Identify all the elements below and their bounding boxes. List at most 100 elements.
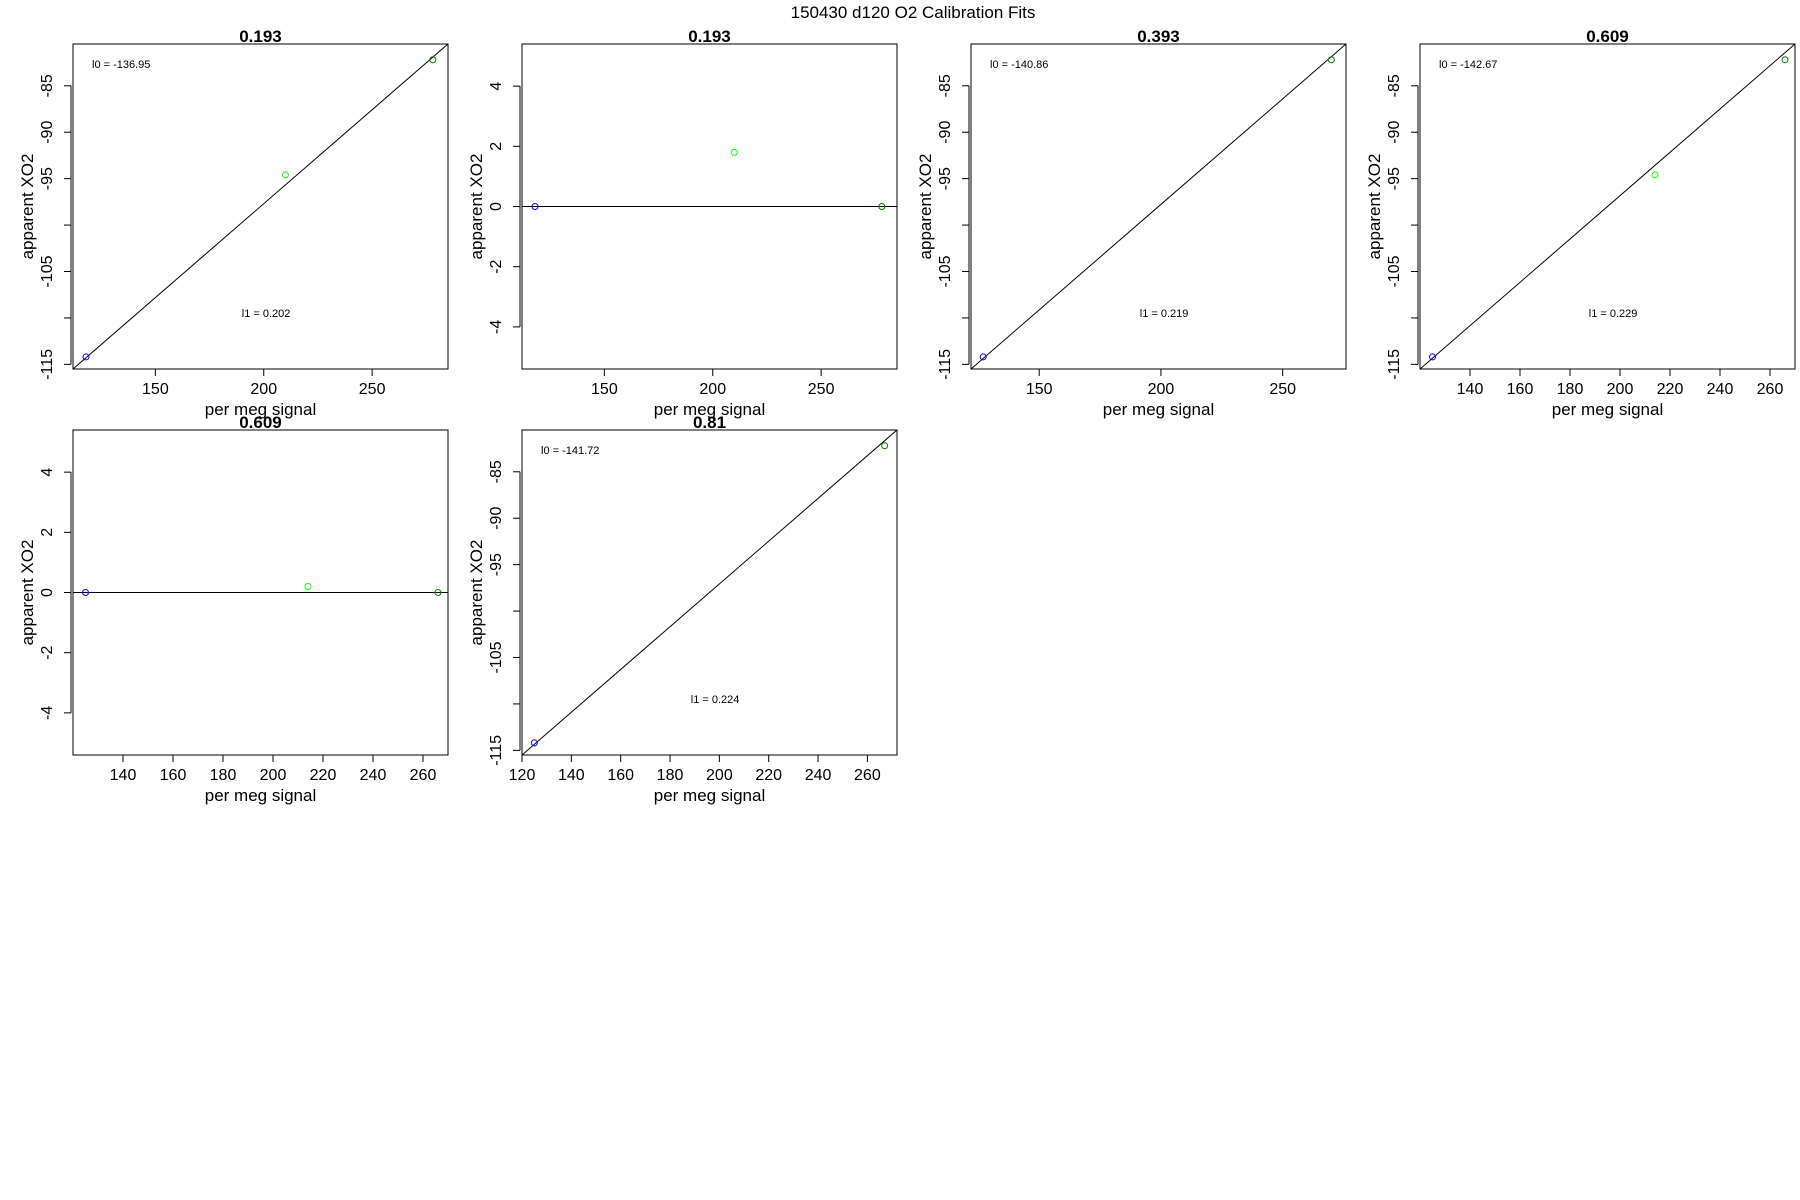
x-tick-label: 160 bbox=[607, 767, 634, 784]
panel-1: 0.193 150 200 250 per meg signal -115 -105 -95 -… bbox=[18, 27, 449, 419]
data-point bbox=[1651, 171, 1659, 179]
panel-title: 0.81 bbox=[693, 413, 726, 432]
x-axis-label: per meg signal bbox=[654, 400, 766, 419]
y-tick-label: -95 bbox=[937, 167, 954, 190]
x-tick-label: 200 bbox=[260, 767, 287, 784]
data-point bbox=[730, 148, 738, 156]
panel-title: 0.609 bbox=[239, 413, 282, 432]
x-axis-label: per meg signal bbox=[654, 786, 766, 805]
y-tick-label: -90 bbox=[1386, 121, 1403, 144]
x-tick-label: 220 bbox=[1657, 381, 1684, 398]
x-tick-label: 200 bbox=[699, 381, 726, 398]
x-axis-label: per meg signal bbox=[205, 400, 317, 419]
y-tick-label: 2 bbox=[39, 528, 56, 537]
fit-line bbox=[971, 44, 1346, 369]
x-axis-label: per meg signal bbox=[205, 786, 317, 805]
figure-title: 150430 d120 O2 Calibration Fits bbox=[791, 3, 1036, 22]
data-point bbox=[881, 442, 889, 450]
panel-2: 0.193 150 200 250 per meg signal -4 -2 0 2 4 appar… bbox=[467, 27, 898, 419]
data-point bbox=[1781, 56, 1789, 64]
panel-title: 0.609 bbox=[1586, 27, 1629, 46]
slope-annotation: l1 = 0.224 bbox=[691, 694, 740, 706]
y-axis-label: apparent XO2 bbox=[18, 154, 37, 260]
panel-3: 0.393 150 200 250 per meg signal -115 -105 -95 -… bbox=[916, 27, 1347, 419]
y-tick-label: -90 bbox=[937, 121, 954, 144]
y-tick-label: -105 bbox=[39, 255, 56, 287]
y-tick-label: -115 bbox=[1386, 349, 1403, 380]
data-point bbox=[878, 203, 886, 210]
panel-title: 0.193 bbox=[688, 27, 731, 46]
x-tick-label: 200 bbox=[1607, 381, 1634, 398]
x-tick-label: 260 bbox=[854, 767, 881, 784]
data-point bbox=[979, 353, 987, 361]
y-tick-label: -115 bbox=[937, 349, 954, 380]
x-tick-label: 200 bbox=[250, 381, 277, 398]
y-tick-label: -115 bbox=[39, 349, 56, 380]
x-tick-label: 160 bbox=[1507, 381, 1534, 398]
panel-title: 0.393 bbox=[1137, 27, 1180, 46]
intercept-annotation: l0 = -142.67 bbox=[1439, 59, 1497, 71]
x-tick-label: 200 bbox=[1148, 381, 1175, 398]
y-tick-label: 4 bbox=[39, 468, 56, 477]
x-tick-label: 250 bbox=[808, 381, 835, 398]
x-tick-label: 150 bbox=[591, 381, 618, 398]
y-tick-label: -90 bbox=[488, 507, 505, 530]
y-tick-label: -2 bbox=[39, 645, 56, 659]
y-tick-label: -90 bbox=[39, 121, 56, 144]
y-tick-label: -95 bbox=[39, 167, 56, 190]
panel-5: 0.609 140 160 180 200 220 240 260 per meg signal… bbox=[18, 413, 449, 805]
x-tick-label: 180 bbox=[1557, 381, 1584, 398]
data-point bbox=[530, 739, 538, 747]
data-point bbox=[429, 56, 437, 64]
x-tick-label: 200 bbox=[706, 767, 733, 784]
y-tick-label: -85 bbox=[39, 74, 56, 97]
x-tick-label: 180 bbox=[210, 767, 237, 784]
x-tick-label: 260 bbox=[410, 767, 437, 784]
fit-line bbox=[522, 430, 897, 755]
data-point bbox=[434, 589, 442, 596]
y-tick-label: 0 bbox=[488, 202, 505, 211]
x-tick-label: 220 bbox=[755, 767, 782, 784]
intercept-annotation: l0 = -136.95 bbox=[92, 59, 150, 71]
data-point bbox=[1327, 56, 1335, 64]
y-tick-label: 2 bbox=[488, 142, 505, 151]
data-point bbox=[1429, 353, 1436, 361]
fit-line bbox=[73, 44, 448, 369]
y-tick-label: -85 bbox=[488, 460, 505, 483]
data-point bbox=[82, 353, 90, 361]
slope-annotation: l1 = 0.229 bbox=[1589, 308, 1638, 320]
x-tick-label: 150 bbox=[142, 381, 169, 398]
x-tick-label: 150 bbox=[1026, 381, 1053, 398]
y-tick-label: -2 bbox=[488, 259, 505, 273]
intercept-annotation: l0 = -141.72 bbox=[541, 445, 599, 457]
data-point bbox=[281, 171, 289, 179]
x-axis-label: per meg signal bbox=[1103, 400, 1215, 419]
x-tick-label: 240 bbox=[360, 767, 387, 784]
intercept-annotation: l0 = -140.86 bbox=[990, 59, 1048, 71]
x-axis-label: per meg signal bbox=[1552, 400, 1664, 419]
x-tick-label: 160 bbox=[160, 767, 187, 784]
data-point bbox=[304, 582, 312, 590]
y-tick-label: -95 bbox=[488, 553, 505, 576]
y-tick-label: -4 bbox=[39, 706, 56, 720]
panel-6: 0.81 120 140 160 180 200 220 240 260 per meg sign… bbox=[467, 413, 898, 805]
x-tick-label: 120 bbox=[509, 767, 536, 784]
x-tick-label: 240 bbox=[805, 767, 832, 784]
y-tick-label: -105 bbox=[488, 641, 505, 673]
x-tick-label: 180 bbox=[657, 767, 684, 784]
x-tick-label: 140 bbox=[110, 767, 137, 784]
data-point bbox=[531, 203, 539, 210]
y-tick-label: -85 bbox=[1386, 74, 1403, 97]
y-tick-label: -105 bbox=[937, 255, 954, 287]
x-tick-label: 250 bbox=[359, 381, 386, 398]
x-tick-label: 220 bbox=[310, 767, 337, 784]
x-tick-label: 260 bbox=[1757, 381, 1784, 398]
x-tick-label: 140 bbox=[558, 767, 585, 784]
fit-line bbox=[1420, 44, 1795, 369]
y-tick-label: -105 bbox=[1386, 255, 1403, 287]
slope-annotation: l1 = 0.202 bbox=[242, 308, 291, 320]
panels: 0.193 150 200 250 per meg signal -115 -105 -95 -… bbox=[18, 27, 1796, 805]
y-axis-label: apparent XO2 bbox=[467, 540, 486, 646]
data-point bbox=[82, 589, 89, 596]
